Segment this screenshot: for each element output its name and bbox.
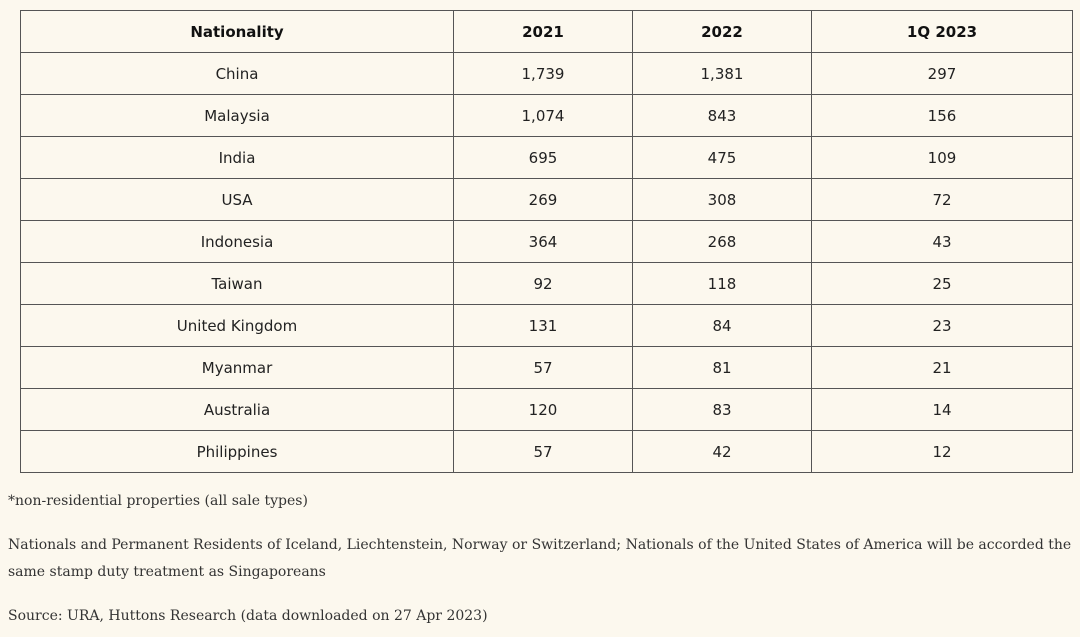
cell-nationality: USA bbox=[20, 178, 454, 221]
cell-1q-2023: 72 bbox=[811, 178, 1073, 221]
cell-2022: 308 bbox=[632, 178, 812, 221]
table-header-row: Nationality 2021 2022 1Q 2023 bbox=[20, 10, 1073, 53]
header-1q-2023: 1Q 2023 bbox=[811, 10, 1073, 53]
cell-2022: 84 bbox=[632, 304, 812, 347]
header-2022: 2022 bbox=[632, 10, 812, 53]
cell-2021: 120 bbox=[453, 388, 633, 431]
cell-2022: 81 bbox=[632, 346, 812, 389]
cell-2021: 92 bbox=[453, 262, 633, 305]
cell-1q-2023: 156 bbox=[811, 94, 1073, 137]
cell-1q-2023: 21 bbox=[811, 346, 1073, 389]
cell-2021: 131 bbox=[453, 304, 633, 347]
header-nationality: Nationality bbox=[20, 10, 454, 53]
cell-2022: 1,381 bbox=[632, 52, 812, 95]
source-note: Source: URA, Huttons Research (data down… bbox=[8, 608, 488, 624]
table-row: Taiwan 92 118 25 bbox=[20, 262, 1073, 305]
cell-1q-2023: 12 bbox=[811, 430, 1073, 473]
cell-2022: 475 bbox=[632, 136, 812, 179]
cell-2021: 364 bbox=[453, 220, 633, 263]
cell-2022: 42 bbox=[632, 430, 812, 473]
cell-nationality: India bbox=[20, 136, 454, 179]
cell-nationality: Indonesia bbox=[20, 220, 454, 263]
cell-nationality: Malaysia bbox=[20, 94, 454, 137]
table-row: Indonesia 364 268 43 bbox=[20, 220, 1073, 263]
table-row: Philippines 57 42 12 bbox=[20, 430, 1073, 473]
cell-nationality: Australia bbox=[20, 388, 454, 431]
header-2021: 2021 bbox=[453, 10, 633, 53]
cell-1q-2023: 25 bbox=[811, 262, 1073, 305]
cell-1q-2023: 14 bbox=[811, 388, 1073, 431]
cell-2022: 268 bbox=[632, 220, 812, 263]
cell-nationality: Philippines bbox=[20, 430, 454, 473]
table-row: China 1,739 1,381 297 bbox=[20, 52, 1073, 95]
table-row: Myanmar 57 81 21 bbox=[20, 346, 1073, 389]
cell-2021: 57 bbox=[453, 430, 633, 473]
cell-1q-2023: 23 bbox=[811, 304, 1073, 347]
cell-2021: 57 bbox=[453, 346, 633, 389]
cell-2021: 269 bbox=[453, 178, 633, 221]
cell-1q-2023: 43 bbox=[811, 220, 1073, 263]
data-table-container: Nationality 2021 2022 1Q 2023 China 1,73… bbox=[20, 10, 1073, 473]
cell-nationality: Myanmar bbox=[20, 346, 454, 389]
cell-2022: 118 bbox=[632, 262, 812, 305]
cell-nationality: United Kingdom bbox=[20, 304, 454, 347]
cell-2022: 83 bbox=[632, 388, 812, 431]
cell-2021: 695 bbox=[453, 136, 633, 179]
table-row: United Kingdom 131 84 23 bbox=[20, 304, 1073, 347]
cell-1q-2023: 109 bbox=[811, 136, 1073, 179]
cell-nationality: Taiwan bbox=[20, 262, 454, 305]
table-notes: *non-residential properties (all sale ty… bbox=[8, 488, 1076, 630]
cell-2022: 843 bbox=[632, 94, 812, 137]
nationality-purchases-table: Nationality 2021 2022 1Q 2023 China 1,73… bbox=[20, 10, 1073, 473]
cell-2021: 1,074 bbox=[453, 94, 633, 137]
cell-2021: 1,739 bbox=[453, 52, 633, 95]
table-row: Australia 120 83 14 bbox=[20, 388, 1073, 431]
stamp-duty-note: Nationals and Permanent Residents of Ice… bbox=[8, 537, 1072, 580]
table-row: India 695 475 109 bbox=[20, 136, 1073, 179]
footnote-text: *non-residential properties (all sale ty… bbox=[8, 493, 308, 509]
table-row: Malaysia 1,074 843 156 bbox=[20, 94, 1073, 137]
cell-1q-2023: 297 bbox=[811, 52, 1073, 95]
table-row: USA 269 308 72 bbox=[20, 178, 1073, 221]
cell-nationality: China bbox=[20, 52, 454, 95]
